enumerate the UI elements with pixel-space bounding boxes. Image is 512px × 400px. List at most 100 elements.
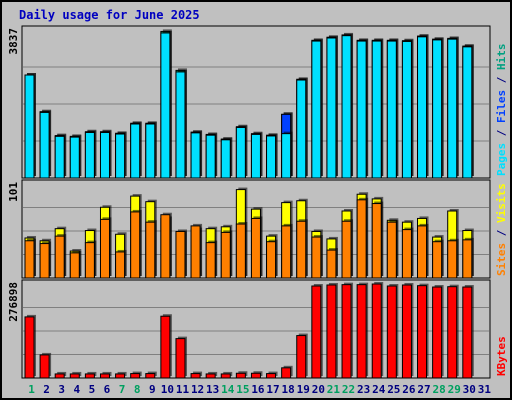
x-tick-label: 25 (387, 383, 400, 396)
bar-kbytes-day-22 (341, 284, 352, 379)
bar-sites-day-12 (190, 225, 201, 279)
x-tick-label: 28 (432, 383, 445, 396)
bar-kbytes-day-11 (175, 338, 186, 379)
bar-kbytes-day-27 (417, 285, 428, 379)
x-tick-label: 14 (221, 383, 235, 396)
bar-sites-day-29 (447, 240, 458, 279)
bar-sites-day-20 (311, 236, 322, 279)
bar-sites-day-13 (205, 242, 216, 279)
bar-kbytes-day-19 (296, 335, 307, 379)
bar-sites-day-2 (39, 243, 50, 279)
legend-entry: KBytes (495, 336, 508, 376)
bar-sites-day-27 (417, 225, 428, 279)
bar-kbytes-day-13 (205, 373, 216, 379)
bar-sites-day-17 (266, 241, 277, 279)
bar-kbytes-day-16 (250, 372, 261, 379)
bar-sites-day-10 (160, 214, 171, 279)
x-tick-label: 26 (402, 383, 416, 396)
x-tick-label: 20 (312, 383, 325, 396)
bar-pages-day-23 (356, 40, 367, 179)
bar-kbytes-day-24 (371, 283, 382, 379)
chart-title: Daily usage for June 2025 (19, 8, 200, 22)
bar-pages-day-18 (281, 133, 292, 179)
bar-kbytes-day-8 (130, 373, 141, 379)
bar-sites-day-3 (54, 235, 65, 279)
bar-sites-day-21 (326, 249, 337, 279)
x-tick-label: 18 (282, 383, 295, 396)
bar-kbytes-day-1 (24, 316, 35, 379)
legend-entry: / (495, 123, 508, 143)
bar-pages-day-12 (190, 132, 201, 179)
x-tick-label: 19 (297, 383, 310, 396)
x-tick-label: 10 (161, 383, 174, 396)
bar-kbytes-day-25 (386, 285, 397, 379)
x-tick-label: 13 (206, 383, 219, 396)
panel-hits-ymax-label: 3837 (7, 28, 20, 55)
panel-kbytes-ymax-label: 276898 (7, 282, 20, 322)
panel-kbytes: 276898 KBytes (7, 279, 508, 379)
legend-entry: Pages (495, 143, 508, 176)
x-tick-label: 11 (176, 383, 190, 396)
x-tick-label: 15 (236, 383, 249, 396)
x-tick-label: 1 (28, 383, 35, 396)
x-tick-label: 7 (119, 383, 126, 396)
bar-pages-day-30 (462, 46, 473, 179)
x-tick-label: 4 (73, 383, 80, 396)
x-tick-label: 30 (463, 383, 476, 396)
bar-kbytes-day-14 (220, 373, 231, 379)
panel-sites-legend: Sites / Visits (495, 183, 508, 276)
bar-kbytes-day-12 (190, 373, 201, 379)
bar-pages-day-8 (130, 123, 141, 179)
bar-pages-day-2 (39, 111, 50, 179)
bar-sites-day-25 (386, 221, 397, 279)
bar-kbytes-day-30 (462, 286, 473, 379)
legend-entry: Sites (495, 243, 508, 276)
bar-kbytes-day-7 (115, 373, 126, 379)
bar-pages-day-15 (235, 126, 246, 179)
bar-pages-day-22 (341, 35, 352, 179)
bar-pages-day-25 (386, 40, 397, 179)
x-tick-label: 3 (58, 383, 65, 396)
bar-pages-day-9 (145, 123, 156, 179)
bar-kbytes-day-5 (84, 373, 95, 379)
x-tick-label: 31 (478, 383, 492, 396)
bar-kbytes-day-28 (432, 286, 443, 379)
bar-pages-day-4 (69, 136, 80, 179)
bar-pages-day-10 (160, 32, 171, 179)
bar-kbytes-day-26 (401, 284, 412, 379)
bar-pages-day-24 (371, 40, 382, 179)
bar-sites-day-7 (115, 251, 126, 279)
bar-pages-day-21 (326, 37, 337, 179)
panel-hits: 3837 Pages / Files / Hits (7, 25, 508, 179)
x-tick-label: 9 (149, 383, 156, 396)
bar-sites-day-18 (281, 225, 292, 279)
x-axis-day-labels: 1 2 3 4 5 6 7 8 9 10 11 12 13 14 15 16 17 18 19 20 21 22 23 24 2… (28, 383, 491, 396)
x-tick-label: 24 (372, 383, 386, 396)
chart-panels: 3837 Pages / Files / Hits 101 Sites / Visit… (7, 25, 508, 379)
bar-pages-day-3 (54, 135, 65, 179)
legend-entry: Visits (495, 183, 508, 223)
bar-pages-day-17 (266, 135, 277, 179)
bar-kbytes-day-23 (356, 284, 367, 379)
bar-pages-day-20 (311, 40, 322, 179)
x-tick-label: 22 (342, 383, 355, 396)
panel-sites: 101 Sites / Visits (7, 179, 508, 279)
bar-pages-day-11 (175, 71, 186, 179)
panel-hits-legend: Pages / Files / Hits (495, 44, 508, 177)
bar-sites-day-9 (145, 221, 156, 279)
bar-pages-day-7 (115, 133, 126, 179)
bar-sites-day-6 (99, 218, 110, 279)
bar-kbytes-day-2 (39, 354, 50, 379)
bar-sites-day-26 (401, 229, 412, 279)
x-tick-label: 27 (417, 383, 430, 396)
bar-sites-day-23 (356, 199, 367, 279)
bar-sites-day-19 (296, 220, 307, 279)
bar-pages-day-1 (24, 74, 35, 179)
x-tick-label: 12 (191, 383, 204, 396)
x-tick-label: 23 (357, 383, 370, 396)
bar-pages-day-29 (447, 38, 458, 179)
x-tick-label: 16 (251, 383, 265, 396)
bar-sites-day-15 (235, 223, 246, 279)
bar-kbytes-day-4 (69, 373, 80, 379)
